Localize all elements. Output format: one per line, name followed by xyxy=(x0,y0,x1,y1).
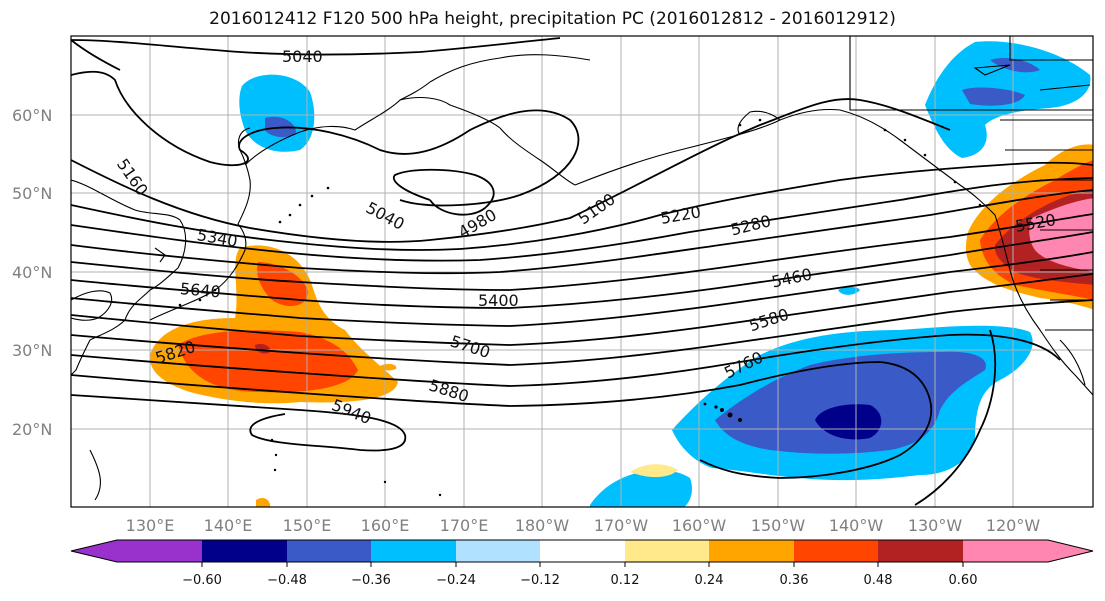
contour-label: 5400 xyxy=(478,291,519,310)
colorbar-tick-label: −0.12 xyxy=(520,573,560,588)
colorbar-extend-high xyxy=(1048,540,1093,562)
latitude-labels: 60°N 50°N 40°N 30°N 20°N xyxy=(12,106,52,439)
colorbar: −0.60 −0.48 −0.36 −0.24 −0.12 0.12 0.24 … xyxy=(70,539,1094,588)
colorbar-segment xyxy=(878,540,963,562)
height-contours xyxy=(71,37,1093,506)
colorbar-segment xyxy=(371,540,456,562)
lon-label: 160°E xyxy=(361,516,410,535)
lon-label: 160°W xyxy=(672,516,727,535)
lon-label: 130°W xyxy=(908,516,963,535)
lon-label: 140°W xyxy=(829,516,884,535)
longitude-labels: 130°E 140°E 150°E 160°E 170°E 180°W 170°… xyxy=(126,516,1041,535)
colorbar-tick-label: −0.24 xyxy=(436,573,476,588)
map-title: 2016012412 F120 500 hPa height, precipit… xyxy=(209,9,896,29)
colorbar-segment xyxy=(202,540,287,562)
lon-label: 170°E xyxy=(440,516,489,535)
lon-label: 130°E xyxy=(126,516,175,535)
map-area: 5040 5160 5040 4980 5100 5220 5280 5340 … xyxy=(71,36,1093,507)
lon-label: 170°W xyxy=(594,516,649,535)
colorbar-extend-low xyxy=(71,540,117,562)
colorbar-segment xyxy=(117,540,202,562)
islands xyxy=(178,118,982,497)
lat-label: 30°N xyxy=(12,341,52,360)
colorbar-tick-label: −0.36 xyxy=(351,573,391,588)
colorbar-segment xyxy=(794,540,878,562)
colorbar-tick-label: −0.48 xyxy=(267,573,307,588)
colorbar-segment xyxy=(456,540,540,562)
map-frame xyxy=(70,35,1094,508)
lon-label: 150°E xyxy=(283,516,332,535)
colorbar-tick-label: 0.48 xyxy=(864,573,893,588)
colorbar-segment xyxy=(540,540,625,562)
colorbar-tick-label: 0.36 xyxy=(780,573,809,588)
colorbar-tick-label: 0.60 xyxy=(949,573,978,588)
precip-anomaly-shading xyxy=(149,41,1093,507)
lat-label: 40°N xyxy=(12,263,52,282)
lon-label: 150°W xyxy=(751,516,806,535)
lat-label: 60°N xyxy=(12,106,52,125)
lat-label: 50°N xyxy=(12,184,52,203)
contour-label: 5040 xyxy=(282,47,323,66)
lon-label: 140°E xyxy=(204,516,253,535)
colorbar-tick-label: −0.60 xyxy=(182,573,222,588)
colorbar-tick-label: 0.12 xyxy=(611,573,640,588)
colorbar-segment xyxy=(709,540,794,562)
lon-label: 180°W xyxy=(515,516,570,535)
colorbar-segment xyxy=(963,540,1048,562)
colorbar-tick-label: 0.24 xyxy=(695,573,724,588)
lat-label: 20°N xyxy=(12,420,52,439)
colorbar-segment xyxy=(287,540,371,562)
contour-label: 5640 xyxy=(179,279,221,301)
lon-label: 120°W xyxy=(986,516,1041,535)
colorbar-segment xyxy=(625,540,709,562)
